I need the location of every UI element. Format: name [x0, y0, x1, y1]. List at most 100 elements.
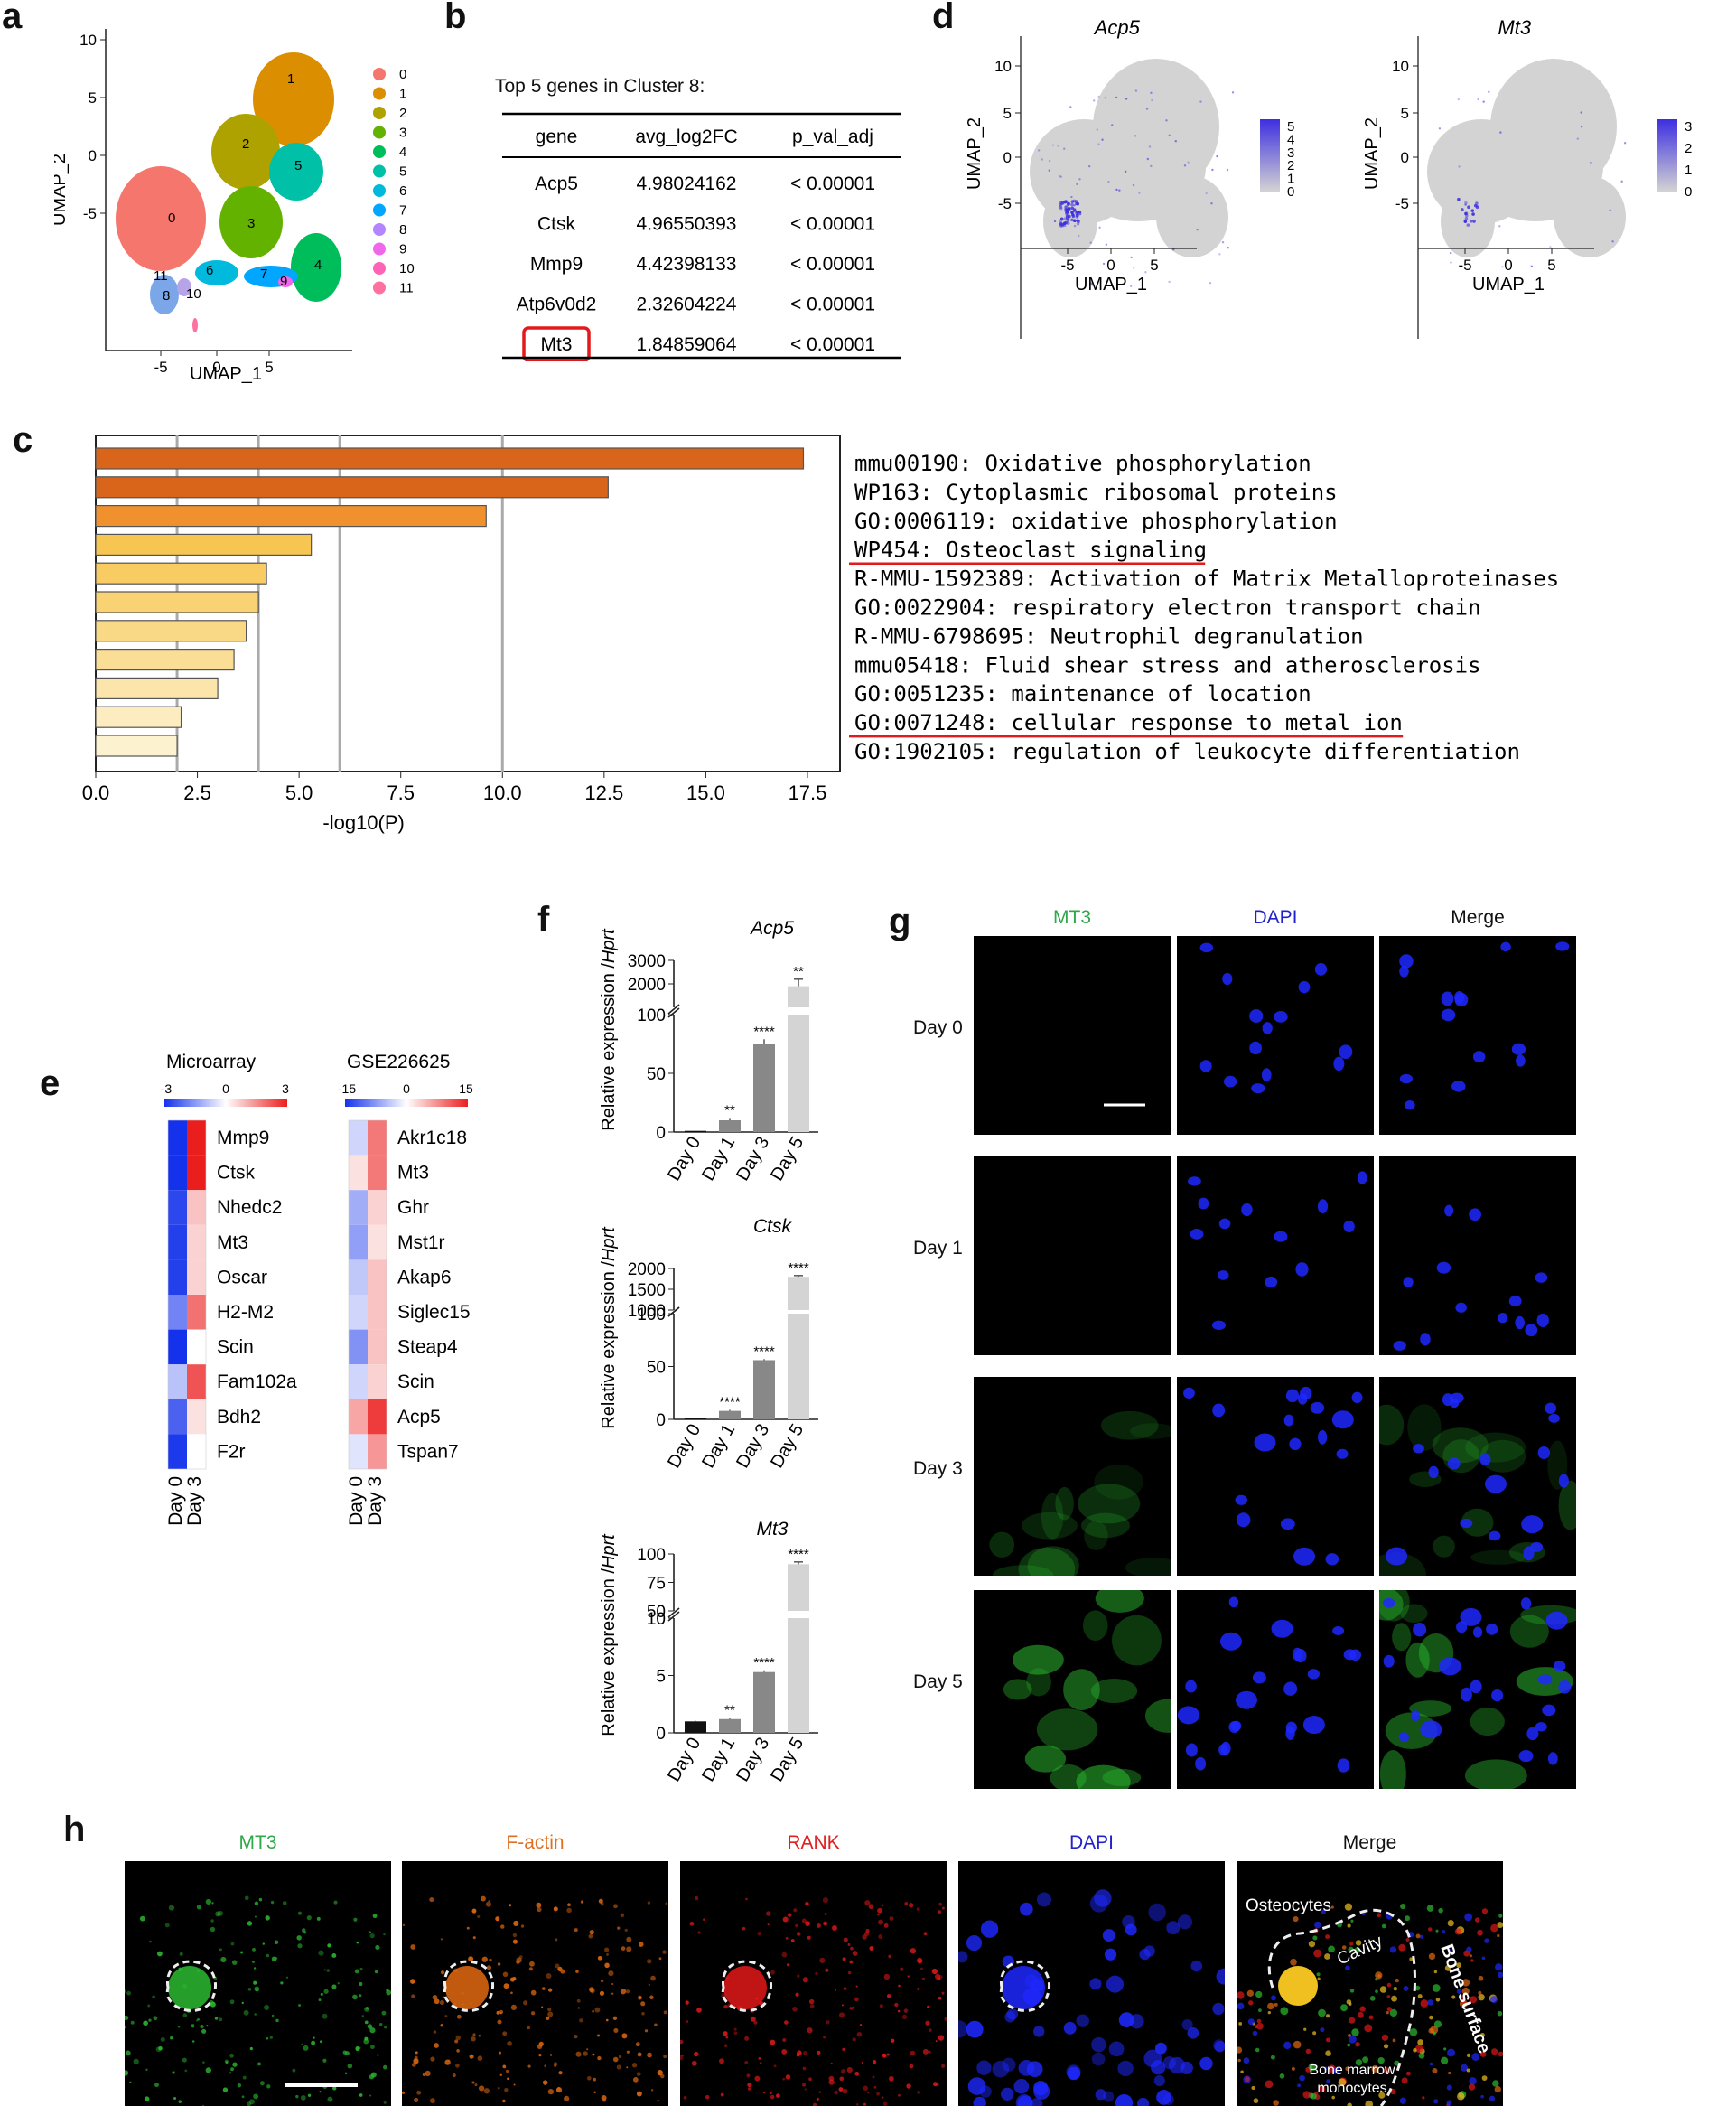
channel-header: MT3	[238, 1832, 277, 1853]
qpcr-ytick: 100	[637, 1306, 666, 1324]
row-label: Day 3	[913, 1458, 963, 1479]
qpcr-bar	[788, 1015, 809, 1132]
legend-label: 11	[399, 281, 414, 296]
qpcr-significance: **	[724, 1702, 735, 1718]
channel-header: F-actin	[506, 1832, 565, 1853]
table-header: avg_log2FC	[635, 126, 737, 147]
cluster-label: 5	[294, 158, 302, 173]
micrograph	[1379, 1377, 1576, 1576]
legend-swatch	[373, 184, 386, 197]
heatmap-cell	[168, 1399, 187, 1435]
heatmap-cell	[187, 1295, 206, 1330]
table-cell: Ctsk	[537, 214, 576, 235]
heatmap-title: Microarray	[166, 1052, 257, 1072]
enrichment-term: R-MMU-6798695: Neutrophil degranulation	[854, 623, 1364, 649]
legend-label: 10	[399, 261, 415, 276]
cluster-10-blob	[177, 278, 191, 296]
qpcr-significance: ****	[753, 1655, 775, 1671]
feature-ytick: 10	[1392, 58, 1409, 75]
qpcr-xtick: Day 1	[698, 1735, 739, 1785]
heatmap-col-label: Day 0	[165, 1476, 186, 1526]
feature-colorbar	[1657, 119, 1677, 192]
cluster-label: 11	[154, 268, 168, 284]
row-label: Day 0	[913, 1017, 963, 1038]
qpcr-ytick: 3000	[628, 952, 666, 971]
heatmap-cell	[187, 1399, 206, 1435]
channel-header: DAPI	[1253, 907, 1298, 928]
micrograph	[1177, 936, 1374, 1135]
table-cell: < 0.00001	[790, 254, 875, 275]
tissue-micrograph	[680, 1861, 947, 2106]
qpcr-significance: **	[793, 964, 804, 979]
heatmap-cell	[349, 1434, 368, 1469]
micrograph	[1379, 1156, 1576, 1355]
micrograph	[974, 1590, 1171, 1789]
cluster-label: 10	[186, 286, 201, 302]
micrograph	[1379, 936, 1576, 1135]
legend-swatch	[373, 281, 386, 295]
annotation-cavity: Cavity	[1334, 1932, 1386, 1970]
heatmap-cell	[187, 1190, 206, 1225]
heatmap-cell	[187, 1434, 206, 1469]
qpcr-xtick: Day 5	[767, 1134, 807, 1184]
channel-header: MT3	[1053, 907, 1091, 928]
enrichment-xtick: 17.5	[789, 782, 827, 804]
heatmap-row-label: Mt3	[217, 1232, 248, 1253]
heatmap-row-label: Bdh2	[217, 1407, 261, 1427]
heatmap-row-label: Oscar	[217, 1267, 267, 1287]
heatmap-scale-tick: 0	[222, 1081, 229, 1096]
heatmap-row-label: Fam102a	[217, 1371, 297, 1392]
heatmap-cell	[368, 1434, 387, 1469]
enrichment-xtick: 2.5	[183, 782, 211, 804]
channel-header: RANK	[787, 1832, 840, 1853]
annotation-bone-surface: Bone surface	[1436, 1942, 1494, 2056]
cluster-8-blob	[150, 275, 179, 314]
feature-xtick: 5	[1150, 257, 1158, 274]
qpcr-significance: ****	[753, 1343, 775, 1359]
heatmap-cell	[368, 1364, 387, 1399]
enrichment-xtick: 10.0	[483, 782, 522, 804]
colorbar-tick: 2	[1685, 141, 1692, 156]
heatmap-row-label: H2-M2	[217, 1302, 274, 1323]
feature-xlabel: UMAP_1	[1472, 275, 1545, 295]
micrograph	[1379, 1590, 1576, 1789]
enrichment-xtick: 12.5	[584, 782, 623, 804]
qpcr-title: Acp5	[749, 918, 794, 939]
table-cell: 4.96550393	[637, 214, 737, 235]
legend-label: 7	[399, 203, 406, 219]
feature-ytick: 5	[1401, 105, 1409, 122]
cell-outline	[721, 1960, 773, 2012]
enrichment-bar	[95, 504, 487, 528]
enrichment-bar	[95, 476, 609, 499]
qpcr-ytick: 0	[656, 1124, 666, 1143]
qpcr-significance: ****	[788, 1260, 809, 1276]
feature-title: Acp5	[1093, 18, 1141, 39]
enrichment-bar	[95, 706, 182, 728]
enrichment-bar-chart: 0.0 2.5 5.0 7.5 10.0 12.5 15.0 17.5 -log10(P) mmu…	[82, 435, 1559, 834]
qpcr-xtick: Day 1	[698, 1134, 739, 1184]
feature-ytick: 0	[1401, 149, 1409, 166]
qpcr-ylabel: Relative expression /Hprt	[599, 1533, 619, 1736]
qpcr-bar	[719, 1410, 741, 1419]
heatmap-cell	[368, 1190, 387, 1225]
feature-ytick: 0	[1003, 149, 1012, 166]
panel-label-d: d	[932, 0, 955, 36]
heatmap-cell	[168, 1259, 187, 1295]
cluster-1-blob	[253, 52, 334, 146]
cluster-11-blob	[192, 318, 198, 332]
heatmap-cell	[168, 1190, 187, 1225]
heatmap-row-label: Acp5	[397, 1407, 441, 1427]
legend-label: 4	[399, 145, 406, 160]
heatmap-panel: Microarray -3 0 3 Mmp9 Ctsk Nhedc2 Mt3 Oscar H2-M…	[161, 1052, 473, 1526]
heatmap-row-label: Scin	[397, 1371, 434, 1392]
cluster-label: 1	[287, 71, 294, 87]
feature-ytick: -5	[1395, 195, 1409, 212]
gene-table-title: Top 5 genes in Cluster 8:	[495, 76, 705, 97]
cluster-label: 6	[206, 263, 213, 278]
heatmap-cell	[349, 1155, 368, 1191]
qpcr-title: Ctsk	[753, 1216, 793, 1237]
table-cell: Mmp9	[530, 254, 583, 275]
cluster-label: 7	[260, 267, 267, 282]
table-header: p_val_adj	[792, 126, 873, 147]
